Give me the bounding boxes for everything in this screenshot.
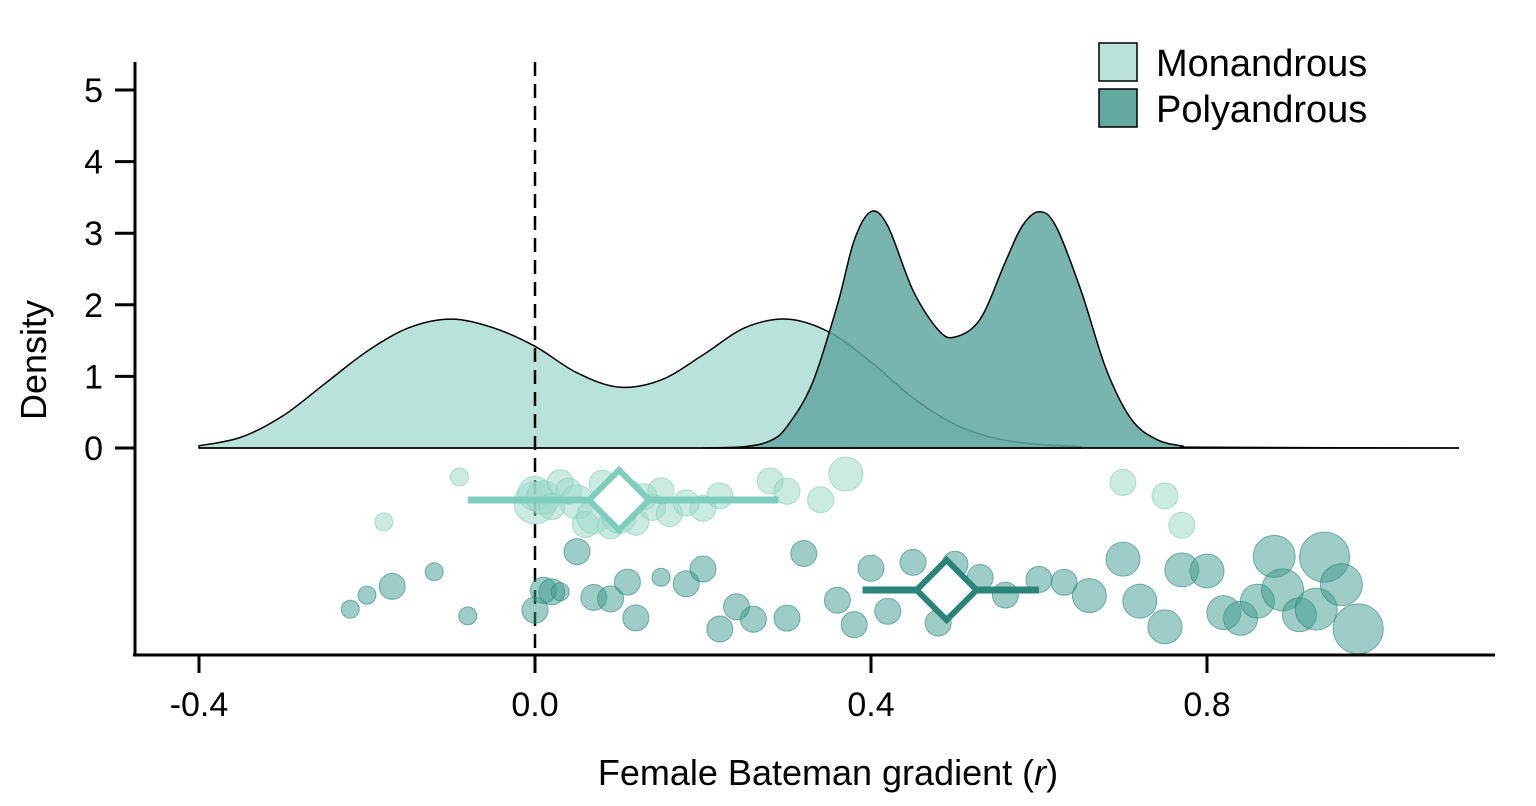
data-point-polyandrous [458,606,478,626]
data-point-polyandrous [823,586,851,614]
density-polyandrous [702,210,1460,449]
y-tick-label: 1 [84,358,103,396]
density-curves [198,210,1460,449]
data-point-polyandrous [773,604,801,632]
data-point-monandrous [1109,468,1137,496]
x-tick-label: 0.4 [847,686,894,724]
data-point-monandrous [706,482,734,510]
data-point-polyandrous [357,585,377,605]
y-tick-label: 4 [84,144,103,182]
axes: 0 1 2 3 4 5 -0.4 0.0 0.4 0.8 [84,62,1495,724]
mean-ci-summaries [467,465,1039,625]
data-point-polyandrous [874,597,902,625]
data-point-polyandrous [424,562,444,582]
data-point-polyandrous [378,572,406,600]
data-point-polyandrous [1332,603,1384,655]
y-tick-label: 0 [84,430,103,468]
x-tick-label: 0.0 [511,686,558,724]
data-point-monandrous [1168,511,1196,539]
data-point-polyandrous [613,568,641,596]
y-tick-label: 3 [84,215,103,253]
legend-label-monandrous: Monandrous [1156,43,1367,85]
raw-data-points [340,456,1384,655]
data-point-polyandrous [899,548,927,576]
y-tick-label: 5 [84,72,103,110]
data-point-polyandrous [706,615,734,643]
data-point-monandrous [1151,482,1179,510]
data-point-polyandrous [1050,568,1078,596]
data-point-monandrous [828,456,864,492]
data-point-polyandrous [1071,578,1107,614]
data-point-polyandrous [622,604,650,632]
data-point-monandrous [807,486,835,514]
x-tick-label: 0.8 [1183,686,1230,724]
data-point-polyandrous [651,567,671,587]
data-point-polyandrous [1147,609,1183,645]
data-point-polyandrous [563,538,591,566]
data-point-polyandrous [1319,563,1363,607]
data-point-polyandrous [790,539,818,567]
legend-swatch-monandrous [1098,42,1138,82]
data-point-polyandrous [739,605,767,633]
x-tick-label: -0.4 [170,686,229,724]
data-point-polyandrous [1105,541,1141,577]
y-axis-title: Density [13,300,54,420]
data-point-polyandrous [550,582,570,602]
mean-diamond-polyandrous [912,555,981,625]
data-point-polyandrous [857,554,885,582]
data-point-monandrous [374,512,394,532]
legend-swatch-polyandrous [1098,88,1138,128]
data-point-monandrous [773,477,801,505]
data-point-polyandrous [597,585,625,613]
x-axis-title: Female Bateman gradient (r) [598,752,1058,793]
data-point-polyandrous [1122,583,1158,619]
mean-diamond-monandrous [584,465,654,535]
data-point-polyandrous [991,581,1019,609]
legend-label-polyandrous: Polyandrous [1156,89,1367,131]
data-point-monandrous [449,467,469,487]
data-point-polyandrous [689,555,717,583]
data-point-polyandrous [840,611,868,639]
data-point-polyandrous [340,599,360,619]
y-tick-label: 2 [84,287,103,325]
data-point-polyandrous [1189,553,1225,589]
